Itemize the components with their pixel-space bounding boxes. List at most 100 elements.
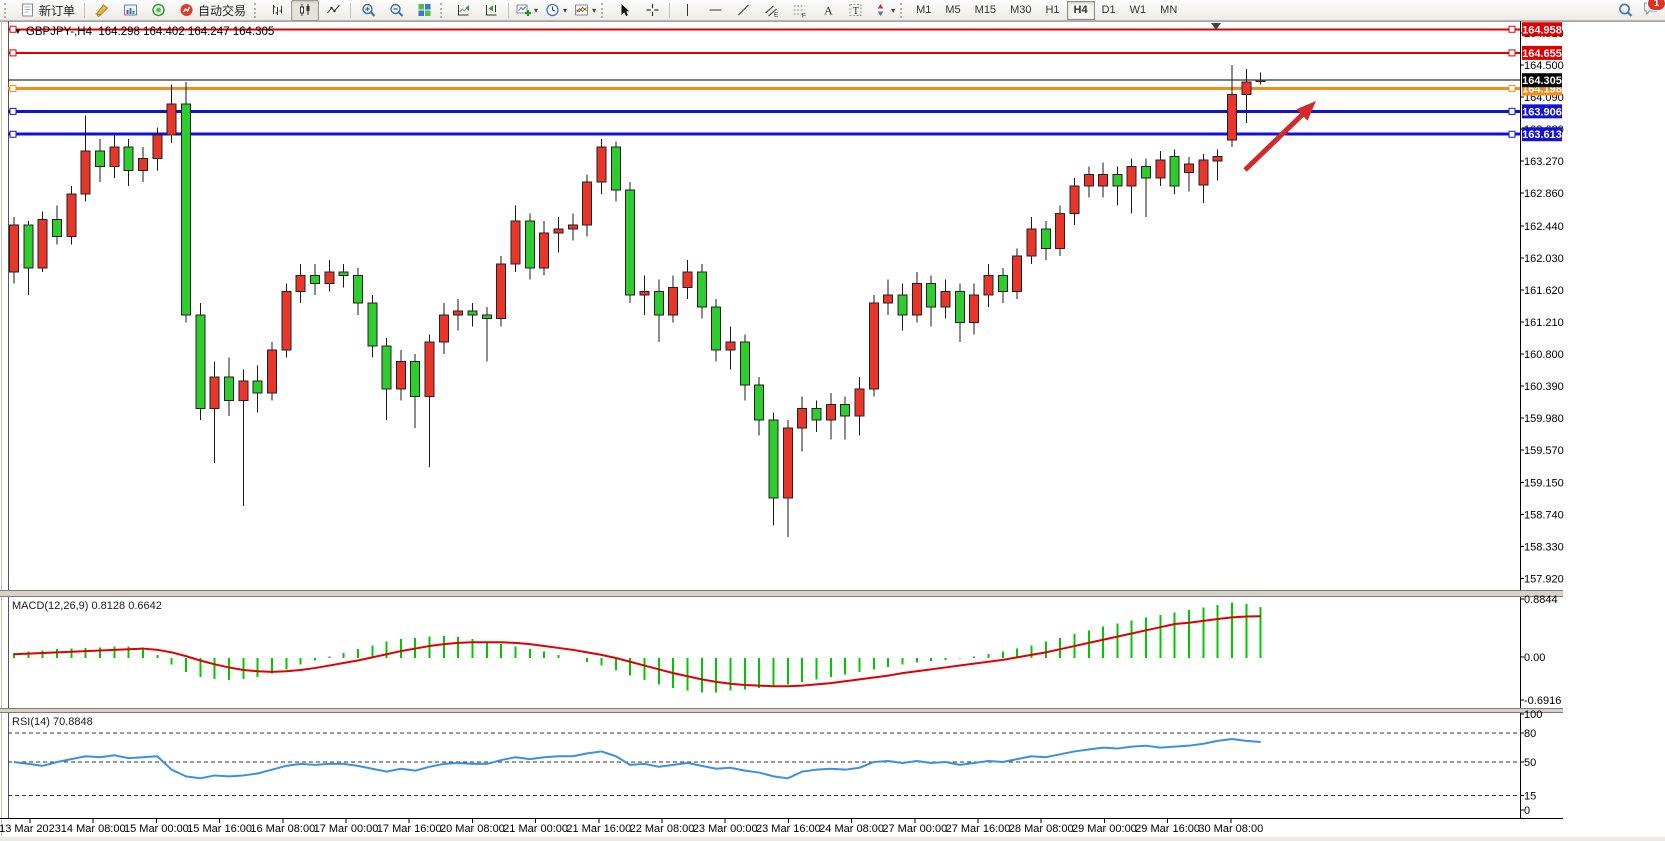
toolbar-grip[interactable] <box>440 2 447 18</box>
timeframe-button-h1[interactable]: H1 <box>1045 4 1060 16</box>
arrows-icon <box>872 2 889 18</box>
candle-body <box>23 224 34 269</box>
level-handle-right[interactable] <box>1508 25 1516 33</box>
candle-body <box>596 146 607 183</box>
candle-body <box>381 345 392 390</box>
level-handle-right[interactable] <box>1508 107 1516 115</box>
new-order-label: 新订单 <box>39 3 76 18</box>
candle-body <box>682 271 693 288</box>
timeframe-button-mn[interactable]: MN <box>1160 4 1178 16</box>
horizontal-level-line[interactable]: 164.655 <box>8 45 1562 60</box>
tile-windows-icon <box>416 2 433 18</box>
candle-body <box>467 310 478 316</box>
metaeditor-button[interactable] <box>88 0 116 21</box>
new-chart-button[interactable] <box>116 0 144 21</box>
zoom-out-icon <box>388 2 405 18</box>
level-handle-left[interactable] <box>9 25 17 33</box>
timeframe-button-w1[interactable]: W1 <box>1129 4 1147 16</box>
level-price-label-box <box>1522 127 1562 142</box>
candlestick-chart-button[interactable] <box>291 0 320 21</box>
price-tick-label: 159.980 <box>1524 413 1564 425</box>
timeframe-button-m15[interactable]: M15 <box>974 4 997 16</box>
timeframe-button-m30[interactable]: M30 <box>1010 4 1032 16</box>
crosshair-button[interactable] <box>638 0 666 21</box>
templates-icon <box>573 2 590 18</box>
candle-body <box>782 427 793 499</box>
autotrading-button[interactable]: 自动交易 <box>172 0 252 21</box>
bar-chart-button[interactable] <box>263 0 291 21</box>
rsi-axis-label: 50 <box>1524 757 1536 769</box>
fibonacci-button[interactable]: F <box>785 0 813 21</box>
level-handle-right[interactable] <box>1508 85 1516 93</box>
toolbar-grip[interactable] <box>254 2 261 18</box>
trend-arrow-shaft[interactable] <box>1243 112 1305 172</box>
cursor-button[interactable] <box>610 0 638 21</box>
timeframe-button-m5[interactable]: M5 <box>945 4 961 16</box>
horizontal-level-line[interactable]: 164.958 <box>8 22 1562 36</box>
rsi-axis-label: 100 <box>1524 709 1542 721</box>
toolbar-grip[interactable] <box>900 2 907 18</box>
channel-icon: E <box>763 2 780 18</box>
timeframe-button-m1[interactable]: M1 <box>916 4 932 16</box>
toolbar: 新订单 自动交易 ▾ ▾ ▾ E F A T ▾ M1 M5 M15 M30 H1 H4 D… <box>0 0 1665 21</box>
horizontal-line-button[interactable] <box>701 0 729 21</box>
cursor-icon <box>616 2 633 18</box>
horizontal-level-line[interactable]: 163.613 <box>8 127 1562 142</box>
candle-body <box>453 310 464 316</box>
text-label-icon: T <box>847 2 864 18</box>
time-tick-label: 17 Mar 16:00 <box>377 823 442 835</box>
toolbar-grip[interactable] <box>601 2 608 18</box>
arrows-button[interactable]: ▾ <box>869 0 898 21</box>
level-handle-right[interactable] <box>1508 49 1516 57</box>
panel-splitter[interactable] <box>0 708 1563 713</box>
zoom-out-button[interactable] <box>382 0 410 21</box>
candle-body <box>438 314 449 343</box>
market-signals-button[interactable] <box>144 0 172 21</box>
timeframe-button-d1[interactable]: D1 <box>1101 4 1116 16</box>
level-handle-left[interactable] <box>9 49 17 57</box>
level-handle-left[interactable] <box>9 130 17 138</box>
trend-arrow[interactable] <box>1243 101 1316 172</box>
trend-arrow-head[interactable] <box>1296 101 1316 121</box>
candle-body <box>309 275 320 285</box>
tile-windows-button[interactable] <box>410 0 438 21</box>
horizontal-level-line[interactable]: 163.906 <box>8 104 1562 119</box>
zoom-in-button[interactable] <box>354 0 382 21</box>
ohlc-close: 164.305 <box>232 26 275 38</box>
price-tick-label: 164.500 <box>1524 60 1564 72</box>
svg-text:F: F <box>802 13 806 19</box>
candle-body <box>1241 81 1252 96</box>
candle-body <box>539 232 550 269</box>
periods-button[interactable]: ▾ <box>541 0 570 21</box>
indicators-button[interactable]: ▾ <box>512 0 541 21</box>
horizontal-level-line[interactable]: 164.198 <box>8 81 1562 96</box>
one-click-trading-arrow-icon[interactable]: ▼ <box>14 27 22 36</box>
vertical-line-button[interactable] <box>673 0 701 21</box>
search-icon[interactable] <box>1617 2 1634 18</box>
level-price-label-box <box>1522 22 1562 37</box>
templates-button[interactable]: ▾ <box>570 0 599 21</box>
text-label-button[interactable]: T <box>841 0 869 21</box>
time-tick-label: 21 Mar 16:00 <box>566 823 631 835</box>
new-order-button[interactable]: 新订单 <box>13 0 81 21</box>
level-handle-right[interactable] <box>1508 130 1516 138</box>
candle-body <box>1055 212 1066 249</box>
chart-shift-button[interactable] <box>477 0 505 21</box>
trendline-button[interactable] <box>729 0 757 21</box>
chart-shift-marker-icon[interactable] <box>1211 23 1221 30</box>
level-handle-left[interactable] <box>9 85 17 93</box>
toolbar-grip[interactable] <box>4 2 11 18</box>
timeframe-button-h4[interactable]: H4 <box>1066 0 1095 20</box>
chat-button[interactable]: 1 <box>1642 0 1665 21</box>
panel-splitter[interactable] <box>0 590 1563 597</box>
price-tick-label: 160.390 <box>1524 381 1564 393</box>
candle-body <box>94 150 105 167</box>
bid-price-label-box <box>1522 73 1562 88</box>
line-chart-button[interactable] <box>319 0 347 21</box>
text-button[interactable]: A <box>813 0 841 21</box>
level-handle-left[interactable] <box>9 107 17 115</box>
auto-scroll-button[interactable] <box>449 0 477 21</box>
price-tick-label: 162.440 <box>1524 221 1564 233</box>
equidistant-channel-button[interactable]: E <box>757 0 785 21</box>
macd-main-value: 0.8128 <box>91 600 126 612</box>
